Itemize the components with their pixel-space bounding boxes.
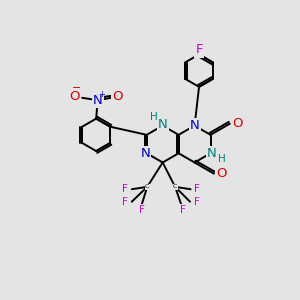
- Text: H: H: [150, 112, 158, 122]
- Text: F: F: [122, 197, 128, 207]
- Text: F: F: [194, 184, 200, 194]
- Text: F: F: [180, 205, 185, 215]
- Text: N: N: [207, 147, 217, 160]
- Text: N: N: [93, 94, 103, 107]
- Text: O: O: [70, 90, 80, 103]
- Text: O: O: [112, 90, 123, 103]
- Text: F: F: [122, 184, 128, 194]
- Text: O: O: [216, 167, 226, 180]
- Text: N: N: [140, 147, 150, 160]
- Text: C: C: [173, 184, 177, 189]
- Text: O: O: [232, 117, 242, 130]
- Text: H: H: [218, 154, 225, 164]
- Text: N: N: [190, 119, 200, 132]
- Text: +: +: [98, 90, 105, 99]
- Text: F: F: [194, 197, 200, 207]
- Text: −: −: [72, 83, 82, 93]
- Text: F: F: [139, 205, 145, 215]
- Text: N: N: [158, 118, 167, 130]
- Text: C: C: [145, 184, 149, 189]
- Text: F: F: [195, 44, 203, 56]
